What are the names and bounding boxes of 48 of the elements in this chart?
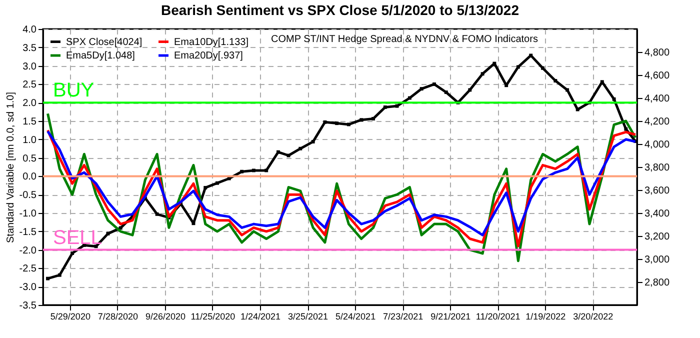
- y-tick-label: 1.5: [22, 116, 37, 128]
- annotation: COMP ST/INT Hedge Spread & NYDNV & FOMO Indicators: [271, 34, 538, 45]
- y-tick-label: -2.5: [19, 264, 37, 275]
- y-tick-label: 1.0: [22, 134, 37, 146]
- x-tick-label: 11/20/2021: [476, 312, 520, 322]
- y2-tick-label: 4,200: [644, 116, 670, 128]
- y-tick-label: 2.5: [22, 80, 37, 91]
- y-axis-title: Standard Variable [mn 0.0, sd 1.0]: [5, 92, 16, 244]
- y-tick-label: 0.0: [22, 172, 37, 183]
- y-tick-label: -3.0: [19, 282, 37, 294]
- x-tick-label: 7/23/2021: [383, 312, 424, 322]
- y-tick-label: 4.0: [22, 24, 37, 36]
- x-tick-label: 3/20/2022: [573, 312, 614, 322]
- x-tick-label: 1/19/2022: [526, 312, 566, 322]
- y2-tick-label: 3,400: [644, 208, 670, 220]
- x-tick-label: 1/24/2021: [240, 312, 281, 322]
- y-tick-label: 2.0: [22, 98, 37, 110]
- y2-tick-label: 3,200: [644, 232, 670, 242]
- x-tick-label: 5/24/2021: [336, 312, 376, 322]
- legend-label: Ema20Dy[.937]: [174, 50, 244, 62]
- y2-tick-label: 4,400: [644, 94, 670, 104]
- chart-title: Bearish Sentiment vs SPX Close 5/1/2020 to 5/13/2022: [161, 2, 520, 18]
- y2-tick-label: 3,000: [644, 254, 670, 266]
- y-tick-label: 0.5: [22, 153, 37, 164]
- y-tick-label: -1.5: [19, 226, 37, 238]
- y-tick-label: -3.5: [19, 300, 37, 312]
- y2-tick-label: 4,000: [644, 140, 670, 150]
- y-tick-label: -1.0: [19, 208, 37, 220]
- x-tick-label: 7/28/2020: [98, 312, 138, 322]
- x-tick-label: 3/25/2021: [288, 312, 328, 322]
- y2-tick-label: 2,800: [644, 278, 670, 288]
- y2-tick-label: 4,600: [644, 70, 670, 82]
- y-tick-label: 3.5: [22, 42, 37, 54]
- legend-label: Ema10Dy[1.133]: [174, 36, 249, 48]
- ref-line-label: BUY: [53, 80, 94, 102]
- x-tick-label: 5/29/2020: [50, 312, 90, 322]
- x-tick-label: 9/26/2020: [145, 312, 186, 322]
- x-tick-label: 9/21/2021: [430, 312, 471, 322]
- legend-label: SPX Close[4024]: [66, 36, 142, 48]
- y-tick-label: 3.0: [22, 61, 37, 72]
- y2-tick-label: 3,600: [644, 186, 670, 196]
- y-tick-label: -2.0: [19, 245, 37, 256]
- x-tick-label: 11/25/2020: [190, 312, 236, 322]
- ref-line-label: SELL: [53, 226, 102, 249]
- legend-label: Ema5Dy[1.048]: [66, 50, 136, 62]
- y2-tick-label: 4,800: [644, 48, 670, 58]
- y2-tick-label: 3,800: [644, 162, 670, 174]
- y-tick-label: -0.5: [19, 190, 37, 202]
